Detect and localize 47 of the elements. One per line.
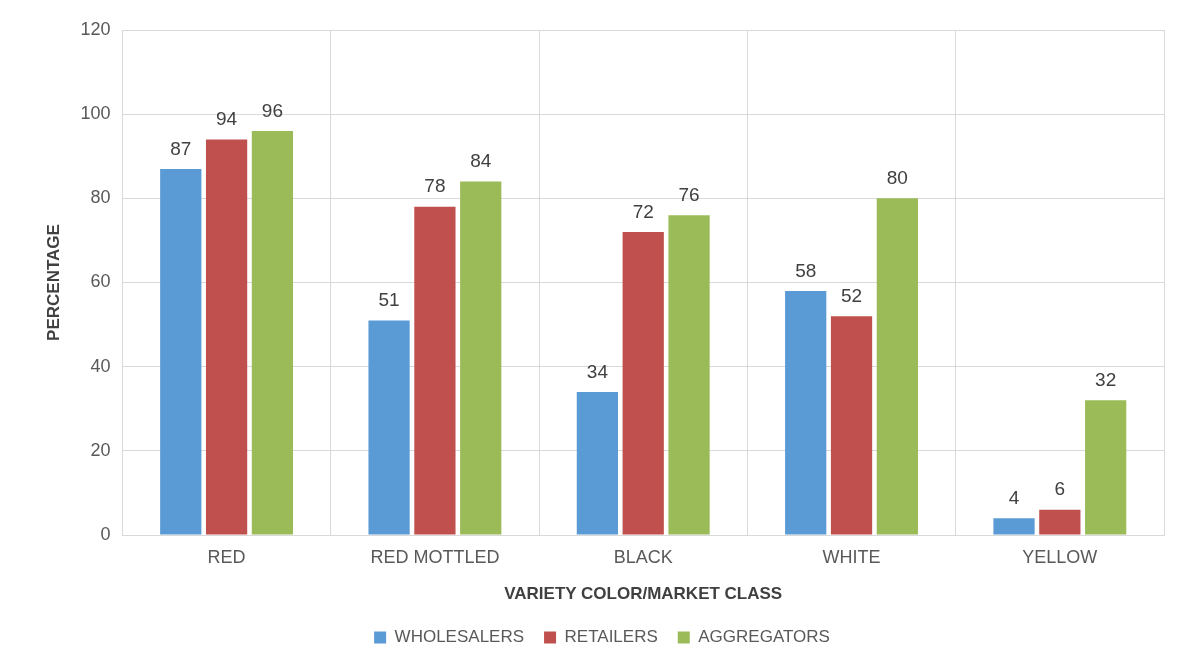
legend-label: RETAILERS — [564, 627, 658, 647]
data-label: 58 — [795, 259, 817, 281]
bar — [785, 290, 827, 535]
data-label: 34 — [586, 360, 609, 382]
y-tick-label: 20 — [90, 439, 111, 460]
y-tick-label: 120 — [80, 18, 111, 39]
data-label: 96 — [261, 99, 283, 121]
bar — [414, 206, 456, 535]
data-label: 32 — [1095, 369, 1117, 391]
data-label: 72 — [632, 200, 654, 222]
y-tick-label: 0 — [100, 523, 111, 544]
data-label: 87 — [170, 137, 192, 159]
bar — [876, 198, 918, 535]
y-axis-title: PERCENTAGE — [43, 224, 63, 341]
bar — [205, 139, 248, 535]
bar — [830, 316, 873, 535]
bar — [576, 391, 619, 535]
x-axis-title: VARIETY COLOR/MARKET CLASS — [504, 584, 783, 604]
data-label: 6 — [1054, 478, 1066, 500]
bar — [1039, 509, 1081, 535]
bar — [622, 232, 664, 535]
bar — [993, 518, 1035, 535]
y-tick-label: 80 — [90, 187, 111, 208]
bar — [668, 215, 710, 535]
legend-label: WHOLESALERS — [394, 627, 525, 647]
x-tick-label: RED — [207, 546, 246, 567]
data-label: 80 — [886, 167, 908, 189]
y-tick-label: 100 — [80, 103, 111, 124]
data-label: 51 — [378, 289, 400, 311]
data-label: 52 — [840, 284, 863, 306]
bar — [1085, 400, 1127, 535]
data-label: 94 — [216, 108, 238, 130]
data-label: 84 — [470, 150, 492, 172]
data-label: 4 — [1008, 486, 1020, 508]
y-tick-label: 60 — [90, 271, 111, 292]
x-tick-label: WHITE — [822, 546, 881, 567]
bar — [160, 168, 202, 535]
x-tick-label: RED MOTTLED — [370, 546, 500, 567]
bar — [251, 131, 294, 535]
bar — [368, 320, 410, 535]
bar — [460, 181, 502, 535]
data-label: 78 — [424, 175, 446, 197]
y-tick-label: 40 — [90, 355, 111, 376]
x-tick-label: YELLOW — [1022, 546, 1098, 567]
x-tick-label: BLACK — [613, 546, 673, 567]
legend-label: AGGREGATORS — [698, 627, 830, 647]
data-label: 76 — [678, 183, 700, 205]
